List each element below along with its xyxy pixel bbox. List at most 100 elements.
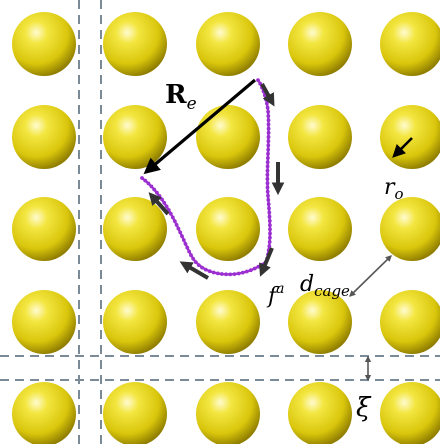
channel-width-label: ξ bbox=[356, 393, 372, 423]
polymer-bead bbox=[228, 272, 233, 277]
sphere-icon bbox=[12, 382, 76, 444]
polymer-bead bbox=[176, 226, 181, 231]
sphere-icon bbox=[380, 290, 440, 354]
polymer-bead bbox=[265, 105, 270, 110]
sphere-icon bbox=[103, 290, 167, 354]
polymer-bead bbox=[265, 168, 270, 173]
polymer-bead bbox=[160, 197, 164, 202]
polymer-bead bbox=[265, 181, 270, 186]
sphere-icon bbox=[196, 12, 260, 76]
sphere-icon bbox=[196, 197, 260, 261]
polymer-bead bbox=[265, 189, 270, 194]
sphere-icon bbox=[12, 12, 76, 76]
polymer-bead bbox=[220, 272, 224, 276]
polymer-bead bbox=[266, 143, 271, 148]
polymer-bead bbox=[266, 151, 270, 156]
polymer-bead bbox=[266, 122, 271, 127]
sphere-icon bbox=[380, 197, 440, 261]
polymer-bead bbox=[265, 160, 270, 165]
polymer-bead bbox=[267, 206, 271, 211]
polymer-bead bbox=[152, 187, 157, 192]
polymer-bead bbox=[200, 265, 205, 270]
polymer-bead bbox=[252, 266, 257, 271]
polymer-bead bbox=[168, 211, 173, 216]
polymer-bead bbox=[266, 202, 271, 207]
sphere-icon bbox=[288, 382, 352, 444]
force-arrow-icon bbox=[179, 261, 210, 280]
polymer-bead bbox=[266, 139, 271, 144]
obstacle-radius-label: ro bbox=[384, 175, 404, 203]
polymer-bead bbox=[268, 231, 272, 236]
sphere-icon bbox=[380, 12, 440, 76]
active-force-label: fa bbox=[266, 281, 285, 309]
sphere-icon bbox=[103, 382, 167, 444]
polymer-bead bbox=[181, 238, 186, 242]
polymer-bead bbox=[266, 109, 270, 114]
polymer-bead bbox=[266, 147, 271, 152]
polymer-bead bbox=[183, 242, 188, 246]
obstacle-lattice bbox=[12, 12, 440, 444]
polymer-bead bbox=[266, 130, 271, 135]
sphere-icon bbox=[288, 197, 352, 261]
sphere-icon bbox=[12, 105, 76, 169]
polymer-bead bbox=[266, 193, 270, 198]
polymer-bead bbox=[172, 219, 177, 224]
obstacle-radius-arrow bbox=[392, 137, 413, 158]
polymer-bead bbox=[265, 177, 270, 181]
cage-size-arrow bbox=[349, 255, 392, 297]
polymer-bead bbox=[268, 223, 272, 228]
polymer-bead bbox=[244, 269, 249, 274]
polymer-bead bbox=[207, 269, 212, 274]
force-arrow-icon bbox=[259, 247, 274, 277]
polymer-bead bbox=[268, 227, 272, 232]
polymer-bead bbox=[232, 272, 237, 276]
sphere-icon bbox=[380, 105, 440, 169]
cage-size-label: dcage bbox=[300, 272, 350, 300]
force-arrow-icon bbox=[260, 83, 275, 107]
sphere-icon bbox=[12, 197, 76, 261]
polymer-bead bbox=[265, 164, 270, 169]
polymer-bead bbox=[211, 270, 216, 275]
sphere-icon bbox=[12, 290, 76, 354]
sphere-icon bbox=[288, 12, 352, 76]
sphere-icon bbox=[196, 290, 260, 354]
sphere-icon bbox=[103, 12, 167, 76]
polymer-bead bbox=[143, 178, 148, 183]
sphere-icon bbox=[288, 105, 352, 169]
polymer-bead bbox=[164, 204, 169, 209]
polymer-bead bbox=[185, 245, 190, 250]
polymer-bead bbox=[266, 135, 271, 139]
polymer-bead bbox=[240, 270, 245, 275]
polymer-bead bbox=[178, 230, 183, 235]
sphere-icon bbox=[288, 290, 352, 354]
polymer-bead bbox=[193, 260, 198, 264]
polymer-bead bbox=[236, 271, 241, 276]
sphere-icon bbox=[103, 105, 167, 169]
polymer-bead bbox=[196, 263, 201, 267]
polymer-bead bbox=[267, 219, 272, 223]
polymer-bead bbox=[267, 214, 272, 219]
polymer-bead bbox=[146, 181, 151, 186]
polymer-bead bbox=[264, 97, 268, 102]
polymer-bead bbox=[215, 271, 220, 276]
polymer-bead bbox=[191, 256, 196, 261]
polymer-bead bbox=[265, 185, 270, 190]
sphere-icon bbox=[196, 105, 260, 169]
polymer-bead bbox=[180, 234, 184, 239]
polymer-bead bbox=[266, 118, 271, 123]
polymer-bead bbox=[162, 201, 167, 205]
sphere-icon bbox=[103, 197, 167, 261]
active-force-arrows bbox=[148, 83, 285, 280]
polymer-bead bbox=[266, 126, 271, 131]
polymer-bead bbox=[266, 198, 271, 202]
polymer-bead bbox=[149, 184, 154, 189]
polymer-bead bbox=[248, 268, 253, 273]
polymer-bead bbox=[267, 244, 272, 249]
polymer-bead bbox=[265, 172, 270, 177]
polymer-bead bbox=[174, 223, 179, 227]
polymer-bead bbox=[155, 190, 159, 195]
end-to-end-vector-arrow bbox=[143, 78, 257, 175]
polymer-bead bbox=[189, 253, 193, 258]
